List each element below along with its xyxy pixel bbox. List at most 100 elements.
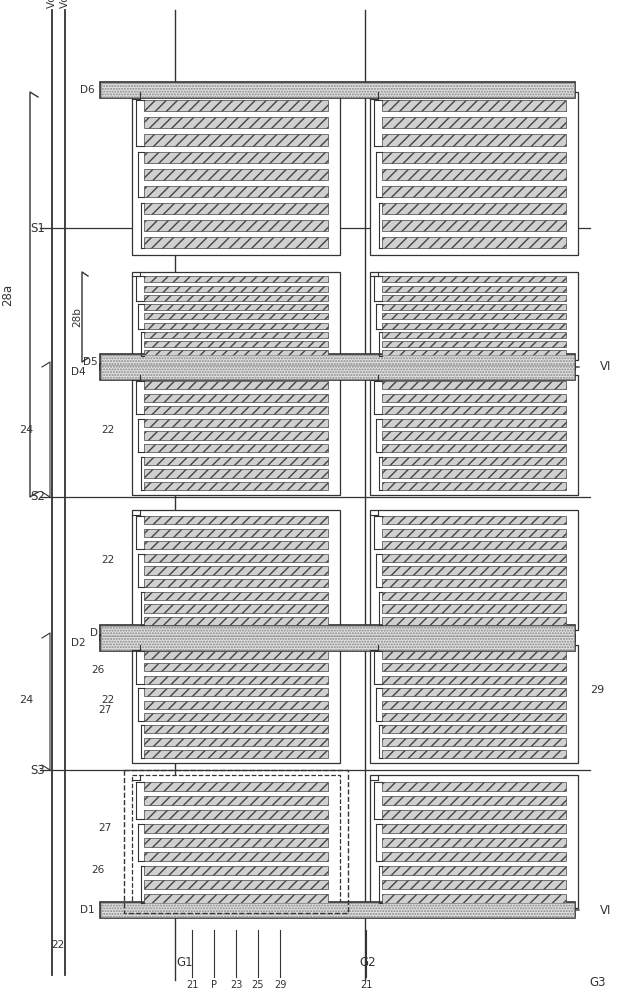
Text: D4: D4 — [71, 367, 86, 377]
Text: D3: D3 — [90, 628, 105, 638]
Text: 23: 23 — [230, 980, 242, 990]
Bar — [144, 617, 327, 625]
Bar — [101, 83, 574, 97]
Text: 27: 27 — [98, 823, 111, 833]
Bar — [383, 220, 566, 231]
Text: Vcom2: Vcom2 — [60, 0, 70, 8]
Text: 21: 21 — [186, 980, 198, 990]
Text: D1: D1 — [80, 905, 95, 915]
Bar — [144, 186, 327, 197]
Bar — [370, 775, 578, 908]
Bar — [383, 457, 566, 465]
Text: D5: D5 — [84, 357, 98, 367]
Text: 28a: 28a — [1, 283, 14, 306]
Text: P: P — [211, 980, 217, 990]
Bar — [383, 516, 566, 524]
Bar — [144, 529, 327, 537]
Text: VI: VI — [600, 904, 612, 916]
Bar — [132, 272, 340, 360]
Bar — [144, 220, 327, 231]
Text: 22: 22 — [102, 425, 115, 435]
Bar — [144, 796, 327, 805]
Bar — [383, 782, 566, 791]
Bar — [383, 713, 566, 721]
Bar — [370, 92, 578, 255]
Bar — [383, 394, 566, 402]
Bar — [144, 866, 327, 875]
Bar — [101, 365, 574, 379]
Bar — [101, 355, 574, 369]
Bar — [383, 341, 566, 347]
Bar — [144, 750, 327, 758]
Bar — [144, 100, 327, 111]
Bar — [132, 645, 340, 763]
Bar — [144, 457, 327, 465]
Text: 22: 22 — [51, 940, 64, 950]
Bar — [383, 663, 566, 671]
Bar — [383, 237, 566, 248]
Text: G3: G3 — [590, 976, 606, 988]
Bar — [144, 341, 327, 347]
Bar — [383, 894, 566, 903]
Bar — [383, 469, 566, 478]
Bar — [144, 592, 327, 600]
Bar — [144, 541, 327, 549]
Bar — [383, 431, 566, 440]
Bar — [383, 444, 566, 452]
Bar — [383, 134, 566, 146]
Bar — [144, 381, 327, 389]
Bar — [144, 152, 327, 163]
Bar — [100, 364, 575, 380]
Bar — [144, 482, 327, 490]
Bar — [383, 541, 566, 549]
Bar — [100, 635, 575, 651]
Bar — [383, 169, 566, 180]
Text: 21: 21 — [360, 980, 372, 990]
Bar — [144, 604, 327, 613]
Bar — [383, 880, 566, 889]
Text: 29: 29 — [590, 685, 604, 695]
Bar — [144, 676, 327, 684]
Text: 26: 26 — [92, 665, 105, 675]
Bar — [132, 92, 340, 255]
Bar — [383, 313, 566, 319]
Bar — [383, 866, 566, 875]
Bar — [144, 852, 327, 861]
Bar — [144, 169, 327, 180]
Bar — [144, 579, 327, 587]
Text: S1: S1 — [30, 222, 45, 234]
Bar — [144, 894, 327, 903]
Bar — [383, 295, 566, 301]
Bar — [383, 824, 566, 833]
Bar — [383, 725, 566, 733]
Bar — [144, 295, 327, 301]
Bar — [144, 286, 327, 292]
Bar — [383, 117, 566, 128]
Bar — [144, 554, 327, 562]
Bar — [101, 626, 574, 640]
Bar — [383, 566, 566, 575]
Bar — [144, 394, 327, 402]
Bar — [144, 431, 327, 440]
Bar — [124, 770, 348, 913]
Bar — [383, 651, 566, 659]
Bar — [144, 824, 327, 833]
Bar — [383, 350, 566, 356]
Text: S2: S2 — [30, 490, 45, 504]
Text: 27: 27 — [98, 705, 111, 715]
Bar — [144, 237, 327, 248]
Bar — [144, 725, 327, 733]
Bar — [370, 375, 578, 495]
Text: 24: 24 — [19, 695, 33, 705]
Bar — [383, 381, 566, 389]
Bar — [383, 676, 566, 684]
Bar — [383, 286, 566, 292]
Bar — [101, 903, 574, 917]
Bar — [100, 625, 575, 641]
Bar — [383, 100, 566, 111]
Bar — [144, 663, 327, 671]
Text: 24: 24 — [19, 425, 33, 435]
Bar — [144, 651, 327, 659]
Text: VI: VI — [600, 360, 612, 373]
Bar — [144, 713, 327, 721]
